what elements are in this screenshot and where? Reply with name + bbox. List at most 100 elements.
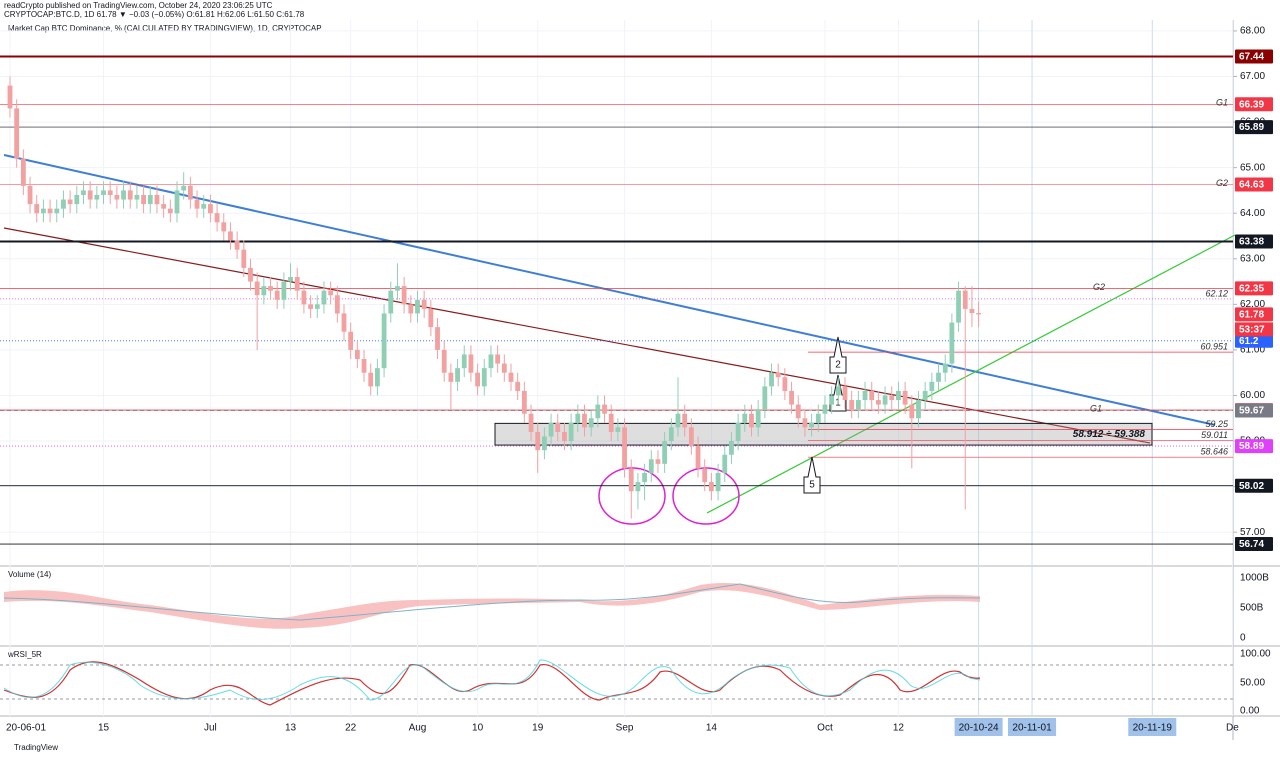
x-tick-label: 20-06-01 xyxy=(6,723,46,734)
candle-body xyxy=(107,190,113,195)
candle-body xyxy=(715,472,721,492)
level-text: 60.951 xyxy=(1200,342,1228,352)
candle-body xyxy=(147,194,153,205)
candle-body xyxy=(228,231,233,241)
candle-body xyxy=(795,404,801,419)
candle-body xyxy=(608,413,614,432)
candle-body xyxy=(876,400,881,405)
y-tick-label: 62.00 xyxy=(1240,299,1265,310)
x-tick-label: 10 xyxy=(472,723,484,734)
callout-label: 2 xyxy=(835,360,841,371)
candle-body xyxy=(208,204,213,214)
price-label: 61.78 xyxy=(1239,310,1264,321)
candle-body xyxy=(375,368,380,387)
trend-line xyxy=(3,154,1216,426)
zone-box xyxy=(494,422,1153,446)
candle-body xyxy=(475,372,480,387)
candle-body xyxy=(415,299,420,314)
y-tick-label: 68.00 xyxy=(1240,26,1265,37)
candle-body xyxy=(521,390,527,414)
trend-line xyxy=(706,234,1236,514)
candle-body xyxy=(595,404,601,419)
candle-body xyxy=(401,286,407,305)
candle-body xyxy=(87,190,93,200)
candle-body xyxy=(488,354,494,369)
footer: TradingView xyxy=(14,743,58,752)
candle-body xyxy=(588,418,594,428)
zone-label: 58.912 ÷ 59.388 xyxy=(1073,429,1146,440)
rsi-signal xyxy=(3,659,981,701)
candle-body xyxy=(695,445,701,469)
candle-body xyxy=(782,377,788,391)
y-tick-label: 61.00 xyxy=(1240,345,1265,356)
candle-body xyxy=(261,286,267,296)
candle-body xyxy=(388,290,394,314)
candle-body xyxy=(956,290,961,323)
volume-tick-label: 0 xyxy=(1240,633,1246,644)
level-text: 59.011 xyxy=(1201,430,1228,440)
callout xyxy=(803,456,821,494)
candle-body xyxy=(575,413,581,423)
countdown: 53:37 xyxy=(1239,325,1265,336)
candle-body xyxy=(341,313,347,332)
candle-body xyxy=(688,427,694,446)
candle-body xyxy=(461,354,467,369)
candle-body xyxy=(194,199,200,209)
candle-body xyxy=(54,208,60,214)
candle-body xyxy=(976,313,981,315)
candle-body xyxy=(675,413,681,428)
candle-body xyxy=(294,277,300,291)
candle-body xyxy=(381,313,387,369)
callout xyxy=(829,336,847,374)
candle-body xyxy=(481,368,487,387)
candle-body xyxy=(501,363,507,373)
candle-body xyxy=(27,185,33,205)
candle-body xyxy=(548,422,554,437)
x-tick-label: 20-11-01 xyxy=(1012,723,1052,734)
price-label-box xyxy=(1235,439,1273,454)
candle-body xyxy=(749,413,754,428)
date-highlight xyxy=(1128,718,1177,736)
candle-body xyxy=(628,468,634,492)
candle-body xyxy=(181,185,187,191)
candle-body xyxy=(622,427,627,469)
candle-body xyxy=(936,372,941,382)
x-tick-label: 15 xyxy=(98,723,110,734)
candle-body xyxy=(916,400,921,419)
price-label: 64.63 xyxy=(1239,180,1264,191)
trend-line xyxy=(3,227,1151,444)
candle-body xyxy=(896,390,901,401)
candle-body xyxy=(81,190,86,195)
date-highlight xyxy=(1008,718,1057,736)
candle-body xyxy=(902,390,908,405)
candle-body xyxy=(555,422,561,432)
candle-body xyxy=(268,286,273,291)
price-label-box xyxy=(1235,49,1273,64)
x-tick-label: 22 xyxy=(345,723,357,734)
candle-body xyxy=(642,472,647,483)
candle-body xyxy=(134,194,140,200)
candle-body xyxy=(822,404,828,414)
candle-body xyxy=(354,349,360,360)
candle-body xyxy=(662,441,668,464)
candle-body xyxy=(34,204,40,214)
candle-body xyxy=(61,199,66,209)
price-label-box xyxy=(1235,478,1273,493)
candle-body xyxy=(722,454,728,473)
price-label: 63.38 xyxy=(1239,237,1264,248)
candle-body xyxy=(441,349,447,373)
price-label: 56.74 xyxy=(1239,539,1264,550)
candle-body xyxy=(495,354,501,364)
candle-body xyxy=(542,436,547,451)
candle-body xyxy=(762,386,768,410)
candle-body xyxy=(962,290,968,309)
candle-body xyxy=(361,359,367,373)
candle-body xyxy=(47,208,53,214)
x-tick-label: De xyxy=(1226,723,1239,734)
candle-body xyxy=(214,213,220,223)
volume-title: Volume (14) xyxy=(8,570,51,579)
x-tick-label: Jul xyxy=(204,723,217,734)
